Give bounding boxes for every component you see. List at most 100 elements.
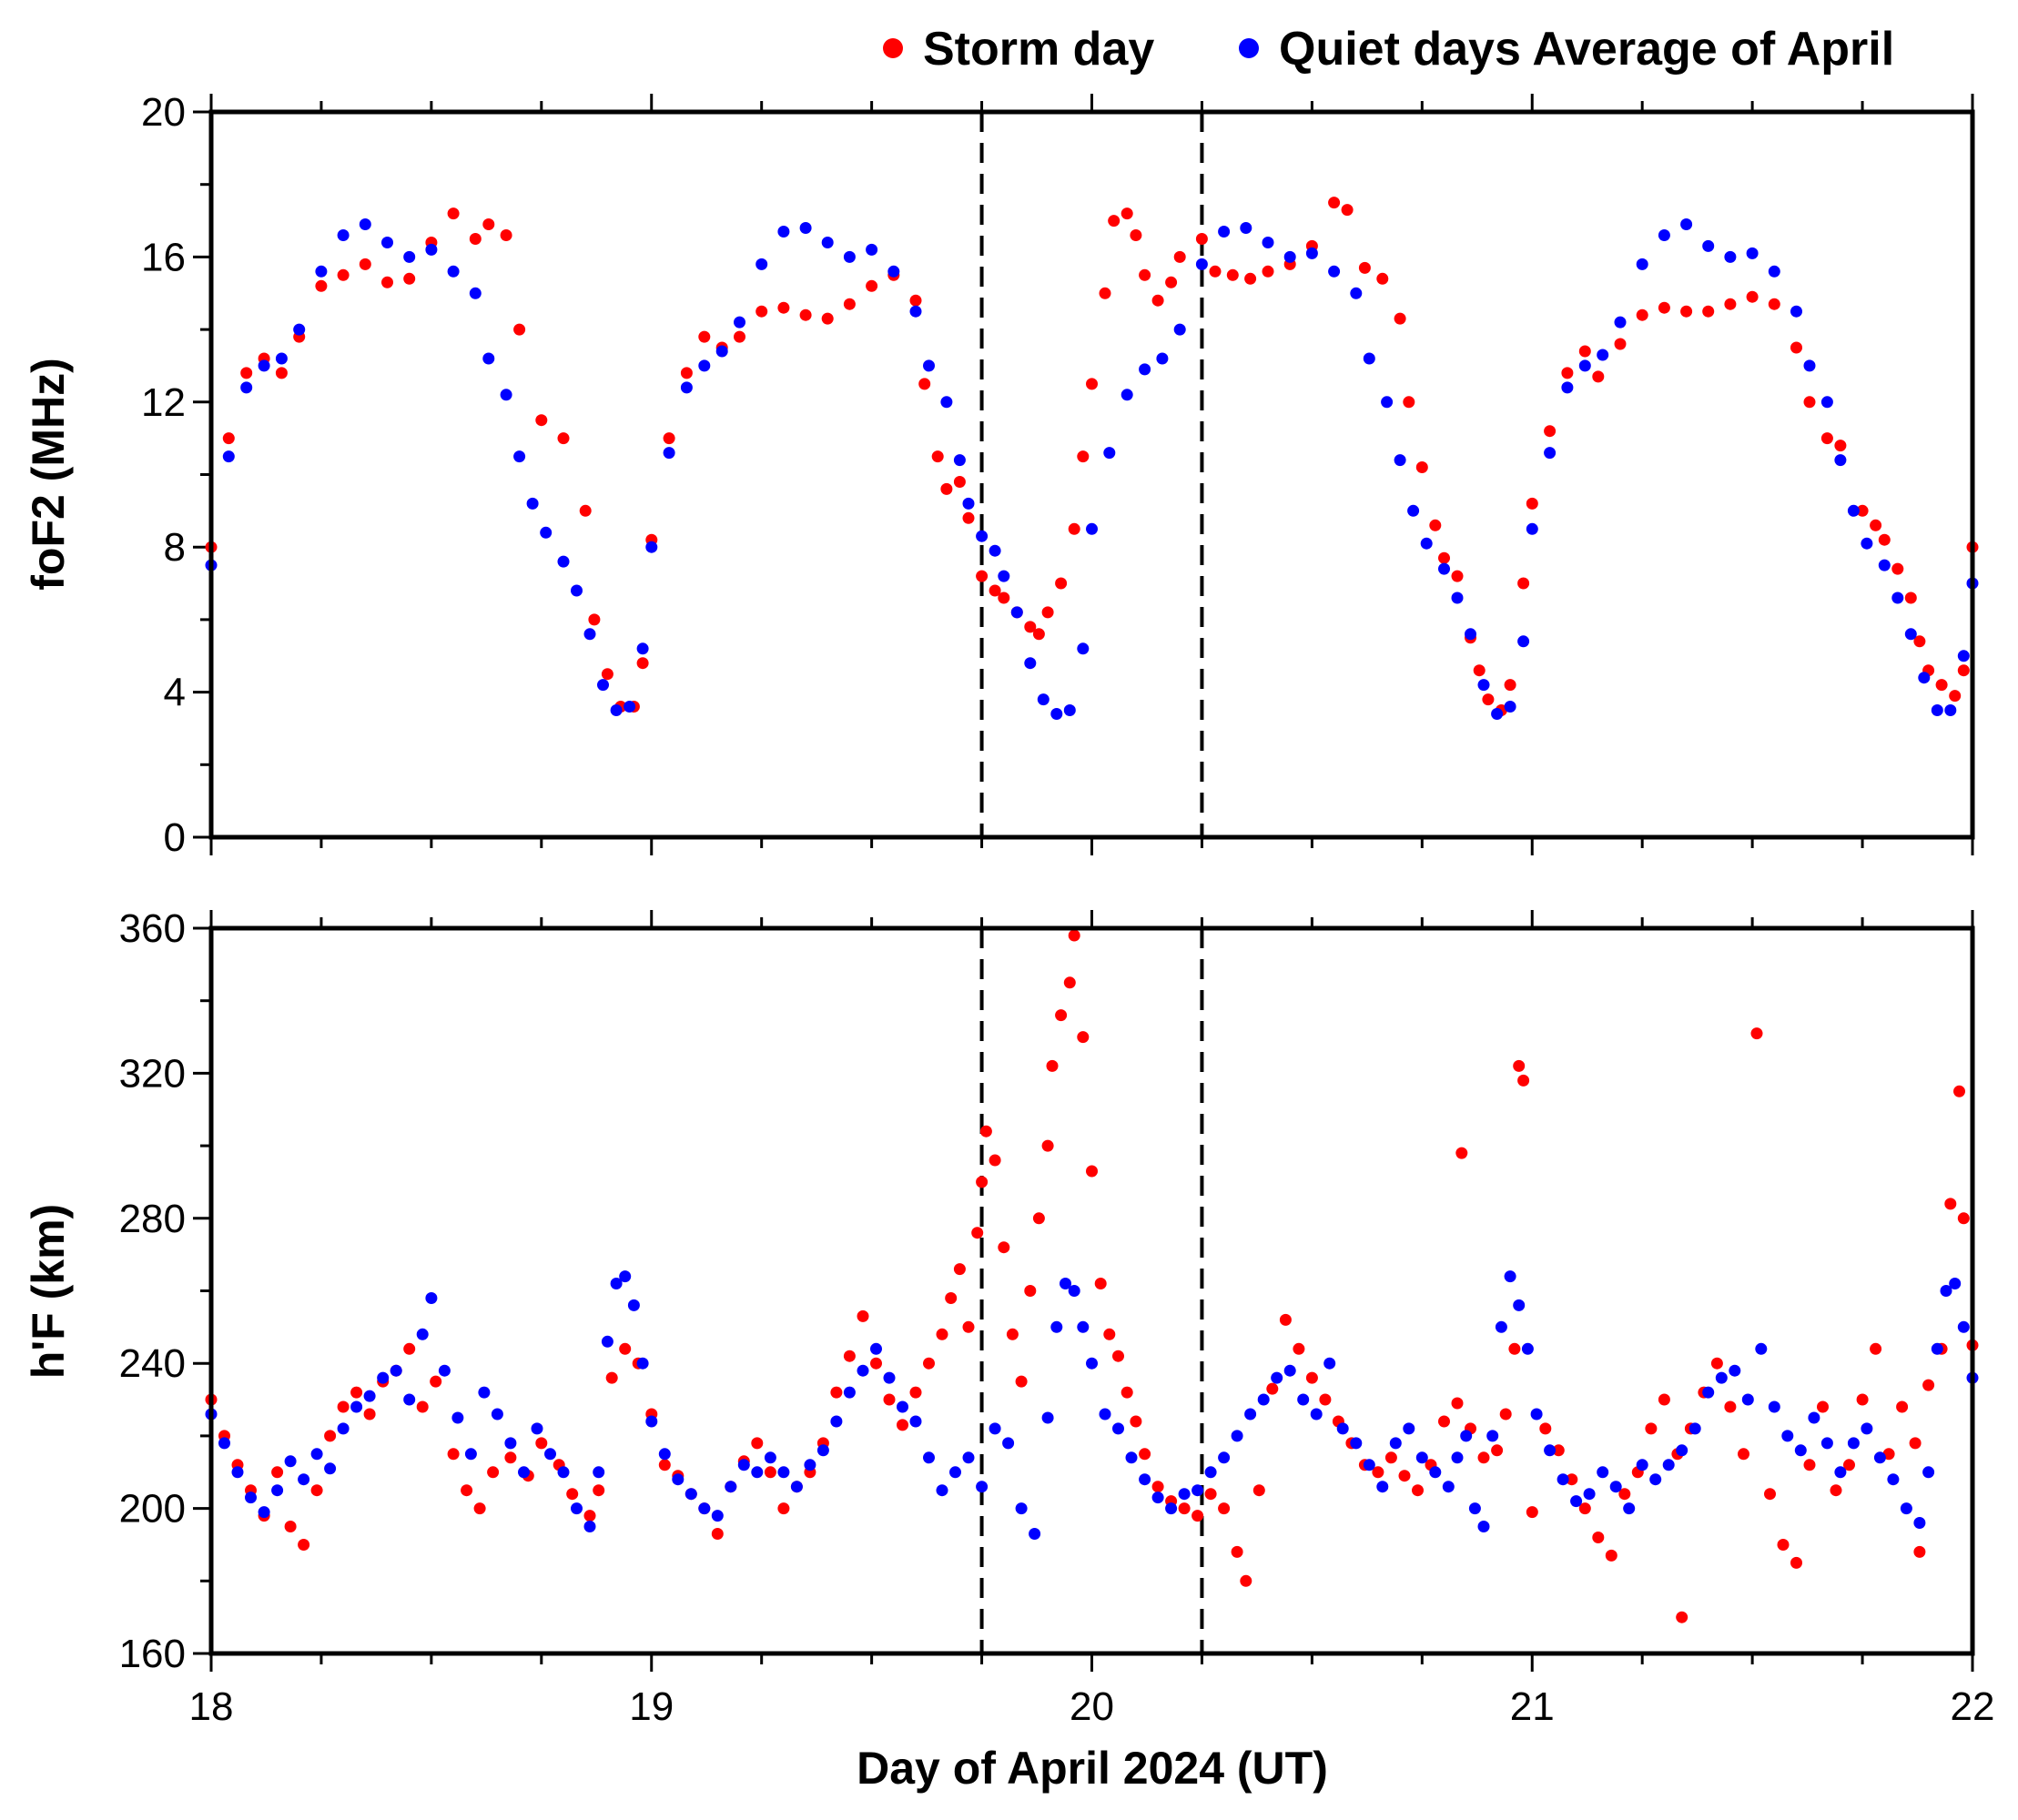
top-storm-point	[557, 432, 570, 445]
bottom-storm-point	[1015, 1375, 1028, 1388]
bottom-quiet-point	[962, 1451, 975, 1464]
bottom-quiet-point	[324, 1462, 337, 1475]
bottom-quiet-point	[1029, 1528, 1041, 1540]
top-quiet-point	[1262, 237, 1274, 248]
top-storm-point	[1904, 592, 1917, 604]
bottom-storm-point	[271, 1466, 284, 1479]
top-storm-point	[1957, 664, 1970, 677]
bottom-storm-point	[1121, 1386, 1133, 1399]
top-storm-point	[1032, 628, 1045, 641]
bottom-storm-point	[1944, 1198, 1957, 1210]
bottom-storm-point	[1566, 1473, 1578, 1486]
bottom-storm-point	[1605, 1549, 1617, 1562]
bottom-storm-point	[1068, 929, 1080, 942]
bottom-quiet-point	[751, 1466, 764, 1479]
bottom-quiet-point	[1112, 1422, 1124, 1435]
bottom-quiet-point	[1609, 1481, 1622, 1493]
top-storm-point	[1451, 570, 1464, 582]
top-quiet-point	[610, 704, 623, 716]
bottom-quiet-point	[583, 1521, 596, 1532]
top-storm-point	[1680, 305, 1693, 318]
top-storm-point	[1438, 551, 1450, 564]
bottom-quiet-point	[645, 1415, 658, 1428]
top-storm-window-lines	[979, 112, 1204, 837]
bottom-storm-point	[593, 1484, 605, 1497]
top-quiet-point	[1394, 454, 1406, 467]
top-storm-point	[1358, 261, 1371, 274]
top-quiet-point	[500, 389, 512, 401]
bottom-storm-point	[1790, 1556, 1802, 1569]
bottom-quiet-point	[1060, 1278, 1071, 1289]
top-storm-point	[500, 229, 512, 241]
top-storm-point	[240, 367, 253, 379]
bottom-quiet-point	[390, 1364, 402, 1377]
bottom-quiet-point	[1415, 1451, 1428, 1464]
bottom-quiet-point	[1940, 1285, 1952, 1297]
bottom-quiet-point	[698, 1502, 711, 1515]
top-storm-point	[535, 414, 548, 427]
top-quiet-point	[1847, 504, 1860, 517]
bottom-quiet-point	[857, 1364, 869, 1377]
bottom-quiet-point	[1931, 1342, 1943, 1355]
bottom-y-tick-label: 240	[119, 1341, 186, 1386]
bottom-quiet-point	[989, 1422, 1001, 1435]
bottom-quiet-point	[1715, 1371, 1728, 1384]
top-quiet-point	[1240, 222, 1252, 234]
top-quiet-point	[1305, 247, 1318, 259]
top-storm-point	[1209, 265, 1222, 278]
top-storm-point	[1578, 345, 1591, 358]
bottom-storm-point	[1913, 1545, 1926, 1558]
top-quiet-point	[1024, 657, 1037, 670]
bottom-quiet-point	[1794, 1444, 1807, 1457]
top-quiet-point	[1086, 522, 1098, 535]
bottom-quiet-point	[1583, 1488, 1596, 1501]
top-quiet-point	[1878, 559, 1891, 571]
bottom-storm-point	[1041, 1139, 1054, 1152]
bottom-quiet-point	[1486, 1430, 1499, 1442]
top-storm-point	[1526, 497, 1538, 510]
bottom-y-tick-label: 320	[119, 1051, 186, 1096]
top-storm-point	[1724, 298, 1737, 310]
top-quiet-point	[777, 226, 790, 238]
top-storm-point	[1024, 621, 1037, 633]
bottom-storm-point	[324, 1430, 337, 1442]
top-quiet-point	[1381, 396, 1394, 409]
bottom-storm-point	[711, 1528, 724, 1540]
bottom-quiet-point	[298, 1473, 310, 1486]
top-storm-point	[1856, 504, 1869, 517]
bottom-quiet-point	[936, 1484, 948, 1497]
top-quiet-point	[1350, 287, 1363, 299]
top-storm-point	[962, 511, 975, 524]
top-storm-point	[909, 294, 922, 307]
top-quiet-point	[698, 359, 711, 372]
bottom-storm-point	[1870, 1342, 1882, 1355]
top-y-tick-label: 4	[164, 671, 186, 715]
top-quiet-point	[359, 218, 371, 230]
bottom-storm-point	[1412, 1484, 1424, 1497]
bottom-storm-point	[1499, 1408, 1512, 1421]
bottom-storm-point	[1491, 1444, 1504, 1457]
top-quiet-point	[469, 287, 482, 299]
bottom-ticks: 18 19 20 21 22 160 200 240 280 320 360	[119, 906, 1995, 1729]
top-y-tick-label: 20	[141, 90, 186, 135]
bottom-quiet-point	[1271, 1371, 1283, 1384]
top-storm-point	[1099, 287, 1111, 299]
bottom-storm-point	[1957, 1212, 1970, 1225]
top-quiet-point	[1517, 635, 1530, 648]
top-storm-point	[1055, 577, 1068, 590]
top-quiet-point	[1597, 349, 1609, 361]
top-quiet-point	[1803, 359, 1816, 372]
bottom-quiet-point	[1429, 1466, 1442, 1479]
top-quiet-point	[1438, 562, 1450, 575]
bottom-storm-point	[284, 1521, 297, 1532]
bottom-storm-point	[923, 1357, 935, 1370]
bottom-quiet-point	[451, 1411, 464, 1424]
bottom-quiet-point	[1389, 1437, 1402, 1450]
bottom-storm-point	[1830, 1484, 1842, 1497]
bottom-quiet-point	[619, 1270, 632, 1283]
bottom-quiet-point	[284, 1455, 297, 1468]
bottom-storm-point	[416, 1400, 429, 1413]
bottom-quiet-point	[1530, 1408, 1543, 1421]
top-storm-point	[1768, 298, 1780, 310]
bottom-storm-window-lines	[979, 928, 1204, 1653]
